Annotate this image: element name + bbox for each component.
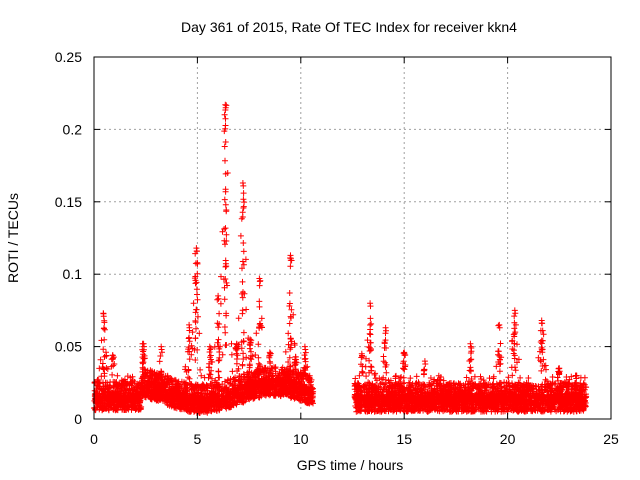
data-point [114,372,121,379]
data-point [380,358,387,365]
data-point [282,348,289,355]
data-point [104,395,111,402]
data-point [253,330,260,337]
data-point [124,373,131,380]
data-point [211,379,218,386]
data-point [285,359,292,365]
data-points [91,101,590,416]
data-point [243,306,250,313]
data-point [156,358,163,365]
data-point [228,351,235,358]
data-point [208,367,215,374]
data-point [299,375,306,382]
data-point [188,342,195,349]
data-point [372,370,379,377]
data-point [219,351,226,358]
data-point [549,374,556,380]
data-point [182,363,189,370]
data-point [91,392,98,398]
data-point [237,232,244,239]
data-point [371,371,378,378]
data-point [190,300,197,307]
data-point [189,345,196,352]
data-point [185,374,192,381]
data-point [258,315,265,322]
data-point [172,377,179,384]
data-point [266,358,273,365]
data-point [240,261,247,268]
data-point [197,366,204,373]
data-point [228,340,235,347]
data-point [177,381,184,388]
data-point [98,373,105,380]
data-point [209,375,215,382]
data-point [511,313,518,320]
data-point [98,337,105,344]
data-point [215,374,222,381]
data-point [196,330,203,337]
data-point [194,291,200,298]
data-point [195,313,201,320]
data-point [96,365,103,372]
data-point [363,373,370,380]
data-point [198,372,205,379]
grid-lines [94,57,611,419]
data-point [235,315,242,322]
data-point [93,386,100,392]
data-point [217,300,224,307]
data-point [356,372,363,379]
data-point [285,330,292,337]
data-point [287,263,294,270]
data-point [188,351,195,358]
chart-title: Day 361 of 2015, Rate Of TEC Index for r… [181,19,517,35]
data-point [189,329,196,336]
